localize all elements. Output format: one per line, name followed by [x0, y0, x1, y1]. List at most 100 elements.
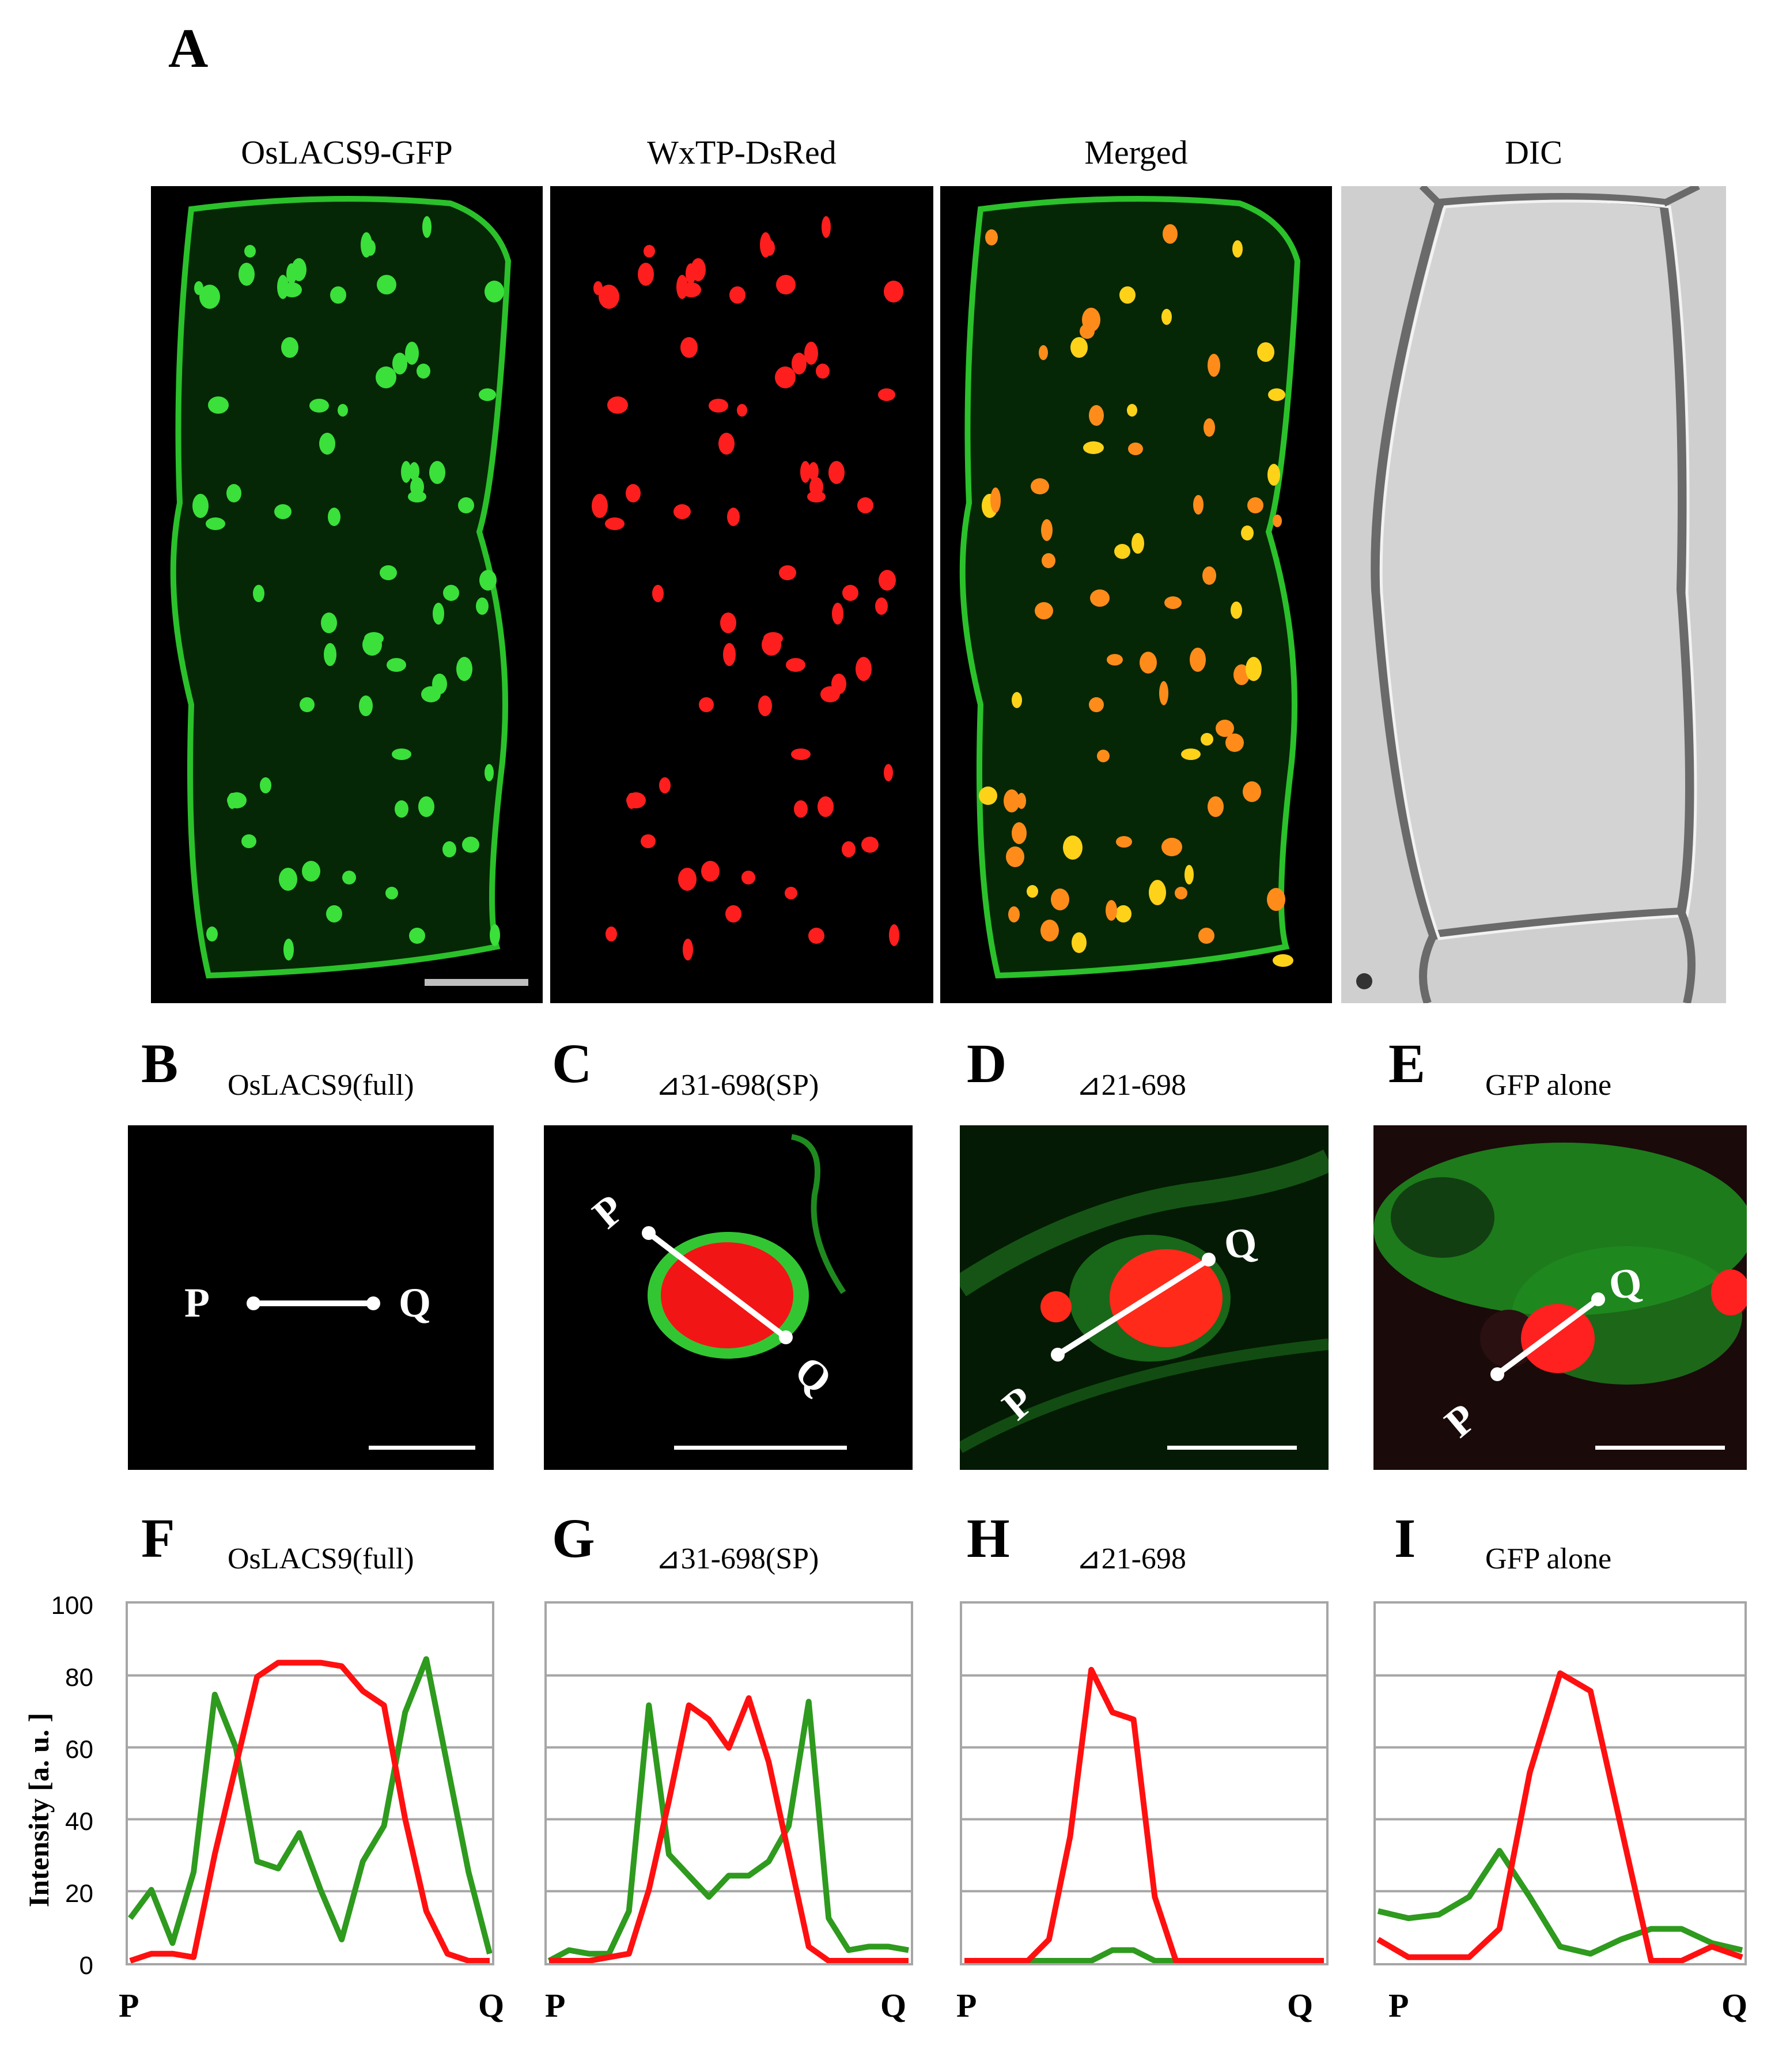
organelle-dot [1243, 781, 1261, 802]
organelle-dot [206, 927, 218, 942]
organelle-dot [720, 612, 736, 633]
organelle-dot [443, 585, 459, 601]
organelle-dot [377, 275, 396, 294]
organelle-dot [1216, 720, 1234, 737]
zoom-panel-e: P Q [1373, 1125, 1747, 1470]
organelle-dot [241, 834, 256, 848]
y-tick-20: 20 [65, 1880, 93, 1908]
organelle-dot [659, 777, 671, 793]
organelle-dot [1128, 443, 1143, 455]
organelle-dot [274, 504, 292, 519]
organelle-dot [794, 800, 808, 818]
organelle-dot [779, 565, 796, 580]
organelle-dot [626, 484, 641, 502]
point-p-label: P [184, 1280, 210, 1326]
organelle-dot [409, 928, 425, 944]
organelle-dot [338, 404, 348, 417]
organelle-dot [857, 497, 873, 513]
organelle-dot [831, 674, 846, 694]
organelle-dot [1012, 692, 1022, 708]
organelle-dot [1208, 354, 1220, 377]
red-intensity-line [129, 1659, 490, 1963]
organelle-dot [776, 275, 796, 294]
title-merged-channel: Merged [1084, 134, 1188, 171]
zoom-panel-c: P Q [544, 1125, 913, 1470]
organelle-dot [638, 263, 654, 286]
organelle-dot [485, 764, 494, 781]
organelle-dot [192, 494, 209, 518]
panel-letter-d: D [967, 1033, 1007, 1094]
organelle-dot [605, 517, 625, 530]
green-intensity-line [547, 1699, 909, 1963]
organelle-dot [1246, 657, 1262, 681]
organelle-dot [417, 364, 430, 379]
organelle-dot [253, 585, 264, 602]
organelle-dot [1193, 495, 1204, 515]
organelle-dot [1082, 308, 1100, 332]
organelle-dot [1231, 602, 1242, 619]
organelle-dot [816, 364, 830, 379]
organelle-dot [889, 924, 899, 946]
organelle-dot [884, 764, 893, 781]
point-p-label: P [584, 1186, 633, 1238]
x-end-label-h: Q [1287, 1987, 1314, 2024]
panel-letter-g: G [552, 1507, 595, 1569]
x-start-label-h: P [956, 1987, 977, 2024]
organelle-dot [456, 657, 472, 681]
organelle-dot [1063, 835, 1083, 860]
organelle-dot [758, 695, 772, 716]
organelle-dot [1257, 342, 1274, 362]
organelle-dot [808, 928, 824, 944]
title-panel-e: GFP alone [1485, 1069, 1612, 1102]
organelle-dot [1119, 286, 1136, 304]
organelle-dot [392, 353, 407, 375]
organelle-dot [479, 388, 496, 401]
organelle-dot [1031, 478, 1049, 494]
title-gfp-channel: OsLACS9-GFP [241, 134, 453, 171]
chart-g [544, 1601, 913, 1965]
title-panel-f: OsLACS9(full) [228, 1542, 414, 1575]
title-panel-g: ⊿31-698(SP) [656, 1542, 819, 1575]
title-panel-c: ⊿31-698(SP) [656, 1069, 819, 1102]
red-intensity-line [549, 1695, 909, 1963]
organelle-dot [593, 281, 603, 295]
x-start-label-f: P [119, 1987, 139, 2024]
organelle-dot [1184, 865, 1194, 884]
organelle-dot [1035, 602, 1053, 619]
organelle-dot [385, 887, 398, 899]
organelle-dot [1041, 519, 1053, 541]
y-tick-0: 0 [79, 1952, 93, 1980]
organelle-dot [300, 697, 315, 712]
organelle-dot [462, 837, 479, 853]
organelle-dot [1161, 309, 1172, 325]
organelle-dot [606, 927, 617, 942]
organelle-dot [683, 939, 693, 961]
y-tick-60: 60 [65, 1736, 93, 1764]
organelle-dot [479, 570, 497, 591]
micrograph-gfp [151, 186, 543, 1003]
organelle-dot [701, 861, 720, 882]
organelle-dot [737, 404, 747, 417]
organelle-dot [395, 800, 408, 818]
organelle-dot [392, 748, 411, 760]
x-start-label-i: P [1388, 1987, 1409, 2024]
organelle-dot [785, 887, 797, 899]
title-panel-h: ⊿21-698 [1076, 1542, 1186, 1575]
chart-f [126, 1601, 494, 1965]
organelle-dot [686, 263, 696, 284]
organelle-dot [226, 484, 241, 502]
organelle-dot [1267, 464, 1280, 486]
organelle-dot [1181, 748, 1201, 760]
organelle-dot [699, 697, 714, 712]
organelle-dot [1232, 240, 1243, 258]
organelle-dot [709, 399, 728, 413]
organelle-dot [652, 585, 664, 602]
organelle-dot [818, 796, 834, 817]
organelle-dot [442, 841, 456, 857]
organelle-dot [1159, 681, 1168, 705]
organelle-dot [1204, 418, 1215, 437]
organelle-dot [282, 282, 302, 297]
organelle-dot [1114, 544, 1130, 559]
organelle-dot [718, 433, 735, 455]
panel-letter-i: I [1394, 1507, 1416, 1569]
